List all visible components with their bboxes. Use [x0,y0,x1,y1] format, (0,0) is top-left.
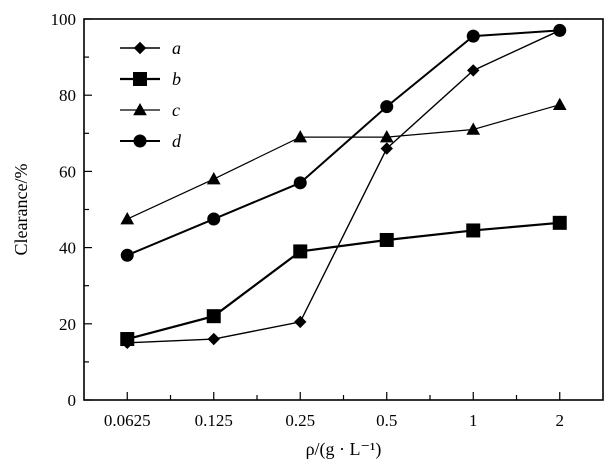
data-point-a [207,332,220,346]
data-point-b [120,332,135,347]
x-tick-label: 0.25 [285,411,315,430]
data-point-a [467,64,480,77]
series-c [120,97,567,225]
data-point-d [553,23,567,37]
plot-area [83,18,604,401]
series-line-d [126,29,560,257]
series-b [120,215,567,347]
series-a [121,24,566,350]
legend-label: d [172,131,182,151]
legend-item-c: c [120,100,180,120]
y-tick-label: 100 [51,10,77,29]
legend-marker-d [133,134,147,148]
x-tick-label: 0.0625 [104,411,151,430]
y-tick-label: 60 [59,162,76,181]
data-point-d [293,176,307,190]
data-point-c [466,122,481,135]
data-point-b [466,223,481,238]
data-point-b [552,215,567,230]
y-tick-label: 20 [59,315,76,334]
legend-marker-b [133,72,147,86]
legend-item-a: a [120,38,181,58]
data-point-c [379,130,394,143]
y-tick-label: 80 [59,86,76,105]
data-point-d [380,100,394,114]
series-line-a [127,29,561,344]
y-tick-label: 0 [68,391,77,410]
data-point-a [380,142,393,155]
data-point-c [552,97,567,111]
legend-item-d: d [120,131,182,151]
legend-label: a [172,38,181,58]
data-point-c [120,211,135,225]
data-point-c [206,171,221,185]
data-point-a [294,315,307,329]
data-point-b [206,309,221,324]
legend-label: b [172,69,181,89]
y-axis-title: Clearance/% [11,164,31,256]
data-point-d [466,29,480,43]
x-tick-label: 0.125 [195,411,233,430]
series-layer [120,23,567,350]
data-point-b [293,244,308,259]
series-line-c [126,104,560,220]
data-point-d [207,212,221,226]
x-tick-label: 2 [556,411,565,430]
series-d [120,23,567,262]
y-axis: 0 20 40 60 80 100 [51,10,92,410]
legend-label: c [172,100,180,120]
x-axis: 0.0625 0.125 0.25 0.5 1 2 [104,392,564,430]
legend-marker-a [133,41,147,55]
plot-frame [83,18,604,401]
legend-marker-c [133,102,147,116]
x-tick-label: 1 [469,411,478,430]
series-line-b [126,221,560,341]
data-point-b [379,232,394,247]
x-axis-title: ρ/(g · L⁻¹) [306,439,382,460]
legend-item-b: b [120,69,181,89]
x-tick-label: 0.5 [376,411,397,430]
data-point-d [120,248,134,262]
data-point-c [293,130,308,143]
y-tick-label: 40 [59,239,76,258]
